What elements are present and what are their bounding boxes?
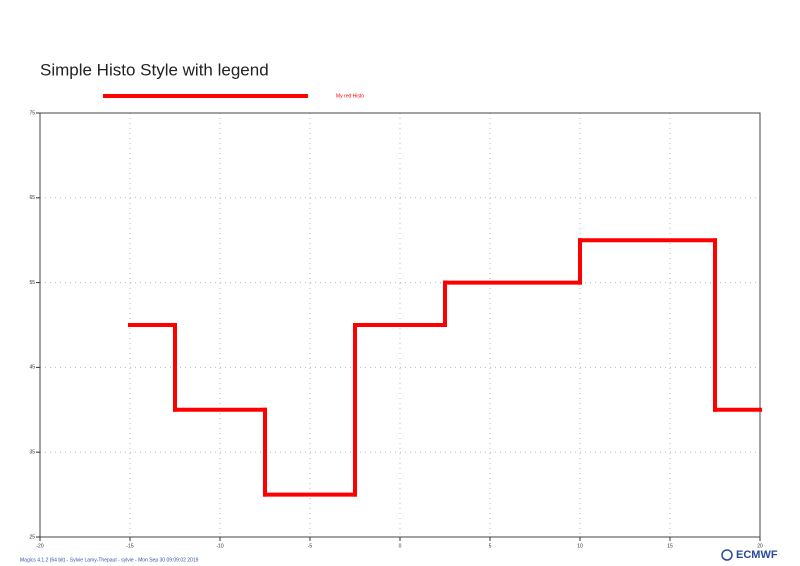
x-tick-label: -10 — [216, 543, 223, 549]
legend-label: My red Histo — [336, 93, 364, 99]
logo: ECMWF — [736, 549, 778, 561]
x-tick-label: 20 — [757, 543, 763, 549]
chart-title: Simple Histo Style with legend — [40, 60, 269, 79]
footer: Magics 4.1.2 (64 bit) - Sylvie Lamy-Thep… — [20, 557, 199, 563]
y-tick-label: 45 — [29, 365, 35, 371]
x-tick-label: 15 — [667, 543, 673, 549]
x-tick-label: -5 — [308, 543, 313, 549]
x-tick-label: 5 — [489, 543, 492, 549]
y-tick-label: 25 — [29, 534, 35, 540]
x-tick-label: -15 — [126, 543, 133, 549]
logo-icon — [721, 549, 733, 561]
y-tick-label: 35 — [29, 450, 35, 456]
x-tick-label: 0 — [399, 543, 402, 549]
y-tick-label: 65 — [29, 195, 35, 201]
y-tick-label: 75 — [29, 110, 35, 116]
y-tick-label: 55 — [29, 280, 35, 286]
x-tick-label: -20 — [36, 543, 43, 549]
plot-frame — [39, 112, 761, 538]
x-tick-label: 10 — [577, 543, 583, 549]
